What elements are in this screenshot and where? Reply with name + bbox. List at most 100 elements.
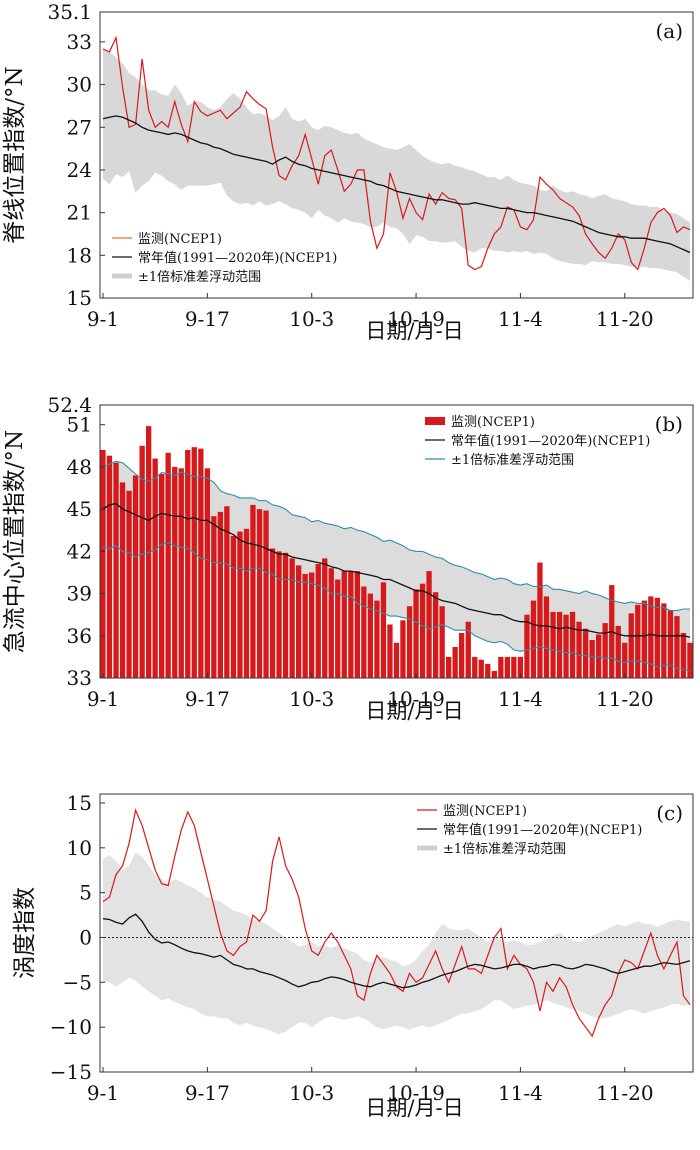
x-axis-label: 日期/月-日 — [365, 699, 463, 723]
bar — [524, 614, 530, 678]
x-tick-label: 9-1 — [87, 1081, 119, 1105]
bar — [237, 531, 243, 678]
std-band — [103, 852, 690, 1035]
observed-line — [102, 808, 691, 1038]
legend-label: 常年值(1991—2020年)(NCEP1) — [138, 250, 337, 266]
bar — [393, 642, 400, 678]
legend: 监测(NCEP1) 常年值(1991—2020年)(NCEP1) ±1倍标准差浮动范… — [417, 804, 642, 857]
normal-line — [102, 502, 691, 638]
bar — [185, 450, 191, 678]
y-tick-label: 30 — [67, 73, 92, 97]
y-tick-label: 15 — [67, 791, 92, 815]
bar — [276, 551, 282, 678]
x-tick-label: 9-17 — [185, 307, 230, 331]
bar — [250, 504, 256, 678]
bar — [309, 572, 315, 678]
legend-label: 常年值(1991—2020年)(NCEP1) — [451, 433, 650, 449]
bar — [674, 616, 680, 678]
bar — [296, 565, 302, 678]
bar — [328, 568, 334, 678]
y-tick-label: 39 — [67, 582, 92, 606]
bar — [341, 571, 347, 678]
y-tick-label: 15 — [67, 286, 92, 310]
bar — [139, 445, 145, 678]
panel-label: (c) — [656, 801, 683, 825]
bar — [159, 474, 165, 678]
y-axis-label: 涡度指数 — [12, 887, 38, 979]
y-tick-label: 36 — [67, 624, 92, 648]
y-tick-label: 5 — [79, 881, 92, 905]
bar — [485, 663, 491, 678]
legend-swatch-bar — [425, 417, 445, 425]
bar — [504, 656, 510, 678]
legend-label: ±1倍标准差浮动范围 — [443, 842, 566, 857]
bar — [211, 516, 217, 678]
plot-frame — [99, 404, 694, 679]
bar — [165, 452, 171, 678]
y-tick-label: 42 — [67, 539, 92, 563]
bar — [622, 642, 628, 678]
bar — [498, 656, 504, 678]
bar — [569, 611, 576, 678]
x-tick-label: 10-19 — [387, 687, 445, 711]
bar — [113, 462, 119, 678]
bar — [530, 600, 537, 678]
bar — [452, 647, 458, 678]
plot-frame — [99, 793, 694, 1073]
y-tick-label: 0 — [79, 925, 92, 949]
panel-1: 15 18 21 24 27 30 33 35.1 9-1 9-17 10-3 10-19 11-4 11… — [2, 0, 694, 343]
bar — [543, 596, 550, 678]
bar — [230, 535, 237, 678]
bar — [335, 579, 341, 678]
legend-label: 监测(NCEP1) — [443, 804, 527, 819]
bar — [387, 624, 393, 678]
normal-line — [102, 115, 691, 254]
y-tick-label: 33 — [67, 666, 92, 690]
legend-label: 监测(NCEP1) — [451, 415, 535, 430]
x-tick-label: 11-20 — [596, 1081, 654, 1105]
x-tick-label: 11-20 — [596, 687, 654, 711]
x-tick-label: 11-4 — [498, 1081, 543, 1105]
bar — [433, 592, 439, 678]
bar — [680, 633, 687, 678]
legend: 监测(NCEP1) 常年值(1991—2020年)(NCEP1) ±1倍标准差浮动范… — [112, 232, 337, 285]
bar — [315, 564, 321, 678]
legend: 监测(NCEP1) 常年值(1991—2020年)(NCEP1) ±1倍标准差浮动范… — [425, 415, 650, 468]
x-tick-label: 10-3 — [289, 687, 334, 711]
bar — [583, 628, 589, 678]
panel-3: −15 −10 −5 0 5 10 15 9-1 9-17 10-3 10-19 11-4 11-20 涡… — [12, 791, 694, 1120]
x-tick-label: 9-1 — [87, 307, 119, 331]
bar — [491, 671, 497, 678]
bar — [191, 447, 197, 678]
bar — [550, 611, 556, 678]
x-tick-label: 11-4 — [498, 687, 543, 711]
x-tick-label: 11-20 — [596, 307, 654, 331]
y-tick-label: −5 — [63, 970, 92, 994]
bar — [348, 571, 354, 678]
bar — [146, 426, 152, 678]
bar — [198, 448, 204, 678]
bar — [511, 656, 517, 678]
bar — [243, 528, 250, 678]
bar — [322, 558, 328, 678]
bar — [596, 634, 602, 678]
bar — [132, 475, 139, 678]
bar — [269, 548, 276, 678]
y-tick-label: 35.1 — [47, 0, 92, 24]
std-band — [103, 49, 690, 281]
x-tick-label: 10-19 — [387, 307, 445, 331]
y-tick-label: 10 — [67, 836, 92, 860]
x-tick-label: 11-4 — [498, 307, 543, 331]
bar — [556, 611, 563, 678]
bar — [648, 596, 654, 678]
bar — [263, 510, 269, 678]
bar — [380, 582, 387, 678]
bar — [478, 659, 484, 678]
legend-label: ±1倍标准差浮动范围 — [138, 270, 261, 285]
bar — [400, 620, 406, 678]
std-band — [103, 461, 690, 671]
bar — [367, 593, 373, 678]
x-tick-label: 9-17 — [185, 687, 230, 711]
